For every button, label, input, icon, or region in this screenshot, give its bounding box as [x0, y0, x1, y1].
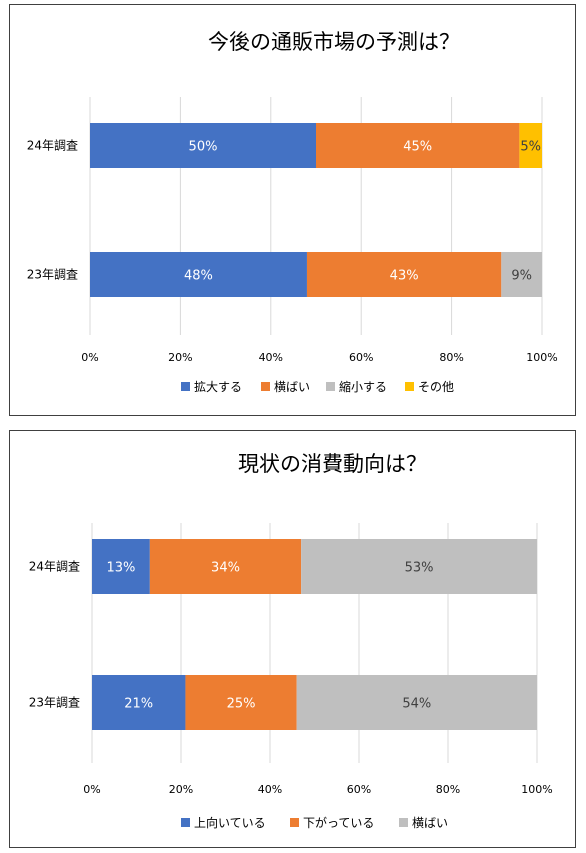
- data-label: 25%: [227, 697, 256, 712]
- x-tick-label: 40%: [259, 351, 283, 364]
- legend-label: 縮小する: [339, 379, 387, 394]
- bar-segment: [306, 252, 502, 297]
- legend-label: 横ばい: [274, 380, 310, 394]
- bar-segment: [301, 539, 537, 594]
- bar-segment: [296, 675, 537, 730]
- chart-panel-consumption-trend: 現状の消費動向は？ 0% 20% 40% 60% 80% 100% 24年調査 13% 34% 53…: [9, 430, 576, 848]
- legend-label: 下がっている: [303, 815, 374, 830]
- legend-swatch: [399, 818, 408, 827]
- chart-panel-market-forecast: 今後の通販市場の予測は？ 0% 20% 40% 60% 80% 100% 24年調査 50% 45…: [9, 4, 576, 416]
- legend-label: 拡大する: [194, 380, 242, 394]
- data-label: 48%: [184, 269, 213, 284]
- bar-segment: [501, 252, 542, 297]
- x-tick-label: 20%: [169, 783, 193, 796]
- x-tick-label: 60%: [347, 783, 371, 796]
- x-tick-label: 60%: [349, 351, 373, 364]
- bar-segment: [185, 675, 297, 730]
- bar-segment: [92, 675, 186, 730]
- legend-swatch: [261, 382, 270, 391]
- bar-segment: [149, 539, 302, 594]
- chart-title: 現状の消費動向は？: [238, 452, 427, 476]
- data-label: 21%: [124, 697, 153, 712]
- x-tick-label: 100%: [526, 351, 557, 364]
- category-label: 23年調査: [29, 696, 80, 710]
- data-label: 9%: [511, 269, 532, 284]
- legend-label: 横ばい: [412, 816, 448, 830]
- x-tick-label: 100%: [521, 783, 552, 796]
- bar-segment: [519, 123, 542, 168]
- legend-swatch: [290, 818, 299, 827]
- x-tick-label: 40%: [258, 783, 282, 796]
- bar-segment: [90, 252, 307, 297]
- legend-swatch: [181, 818, 190, 827]
- market-forecast-chart: 今後の通販市場の予測は？ 0% 20% 40% 60% 80% 100% 24年調査 50% 45…: [27, 30, 558, 394]
- legend-swatch: [405, 382, 414, 391]
- x-tick-label: 0%: [83, 783, 100, 796]
- category-label: 24年調査: [27, 139, 78, 153]
- category-label: 23年調査: [27, 268, 78, 282]
- legend-swatch: [181, 382, 190, 391]
- data-label: 45%: [403, 140, 432, 155]
- data-label: 43%: [390, 269, 419, 284]
- bar-segment: [92, 539, 150, 594]
- chart-title: 今後の通販市場の予測は？: [208, 30, 460, 54]
- bar-segment: [90, 123, 316, 168]
- category-label: 24年調査: [29, 560, 80, 574]
- data-label: 5%: [520, 140, 541, 155]
- legend-swatch: [326, 382, 335, 391]
- data-label: 54%: [402, 697, 431, 712]
- data-label: 34%: [211, 561, 240, 576]
- data-label: 13%: [106, 561, 135, 576]
- x-tick-label: 80%: [436, 783, 460, 796]
- consumption-trend-chart: 現状の消費動向は？ 0% 20% 40% 60% 80% 100% 24年調査 13% 34% 53…: [29, 452, 553, 830]
- data-label: 50%: [189, 140, 218, 155]
- x-tick-label: 20%: [168, 351, 192, 364]
- legend-label: 上向いている: [194, 815, 266, 830]
- bar-segment: [316, 123, 520, 168]
- legend-label: その他: [418, 380, 454, 394]
- x-tick-label: 80%: [439, 351, 463, 364]
- x-tick-label: 0%: [81, 351, 98, 364]
- data-label: 53%: [405, 561, 434, 576]
